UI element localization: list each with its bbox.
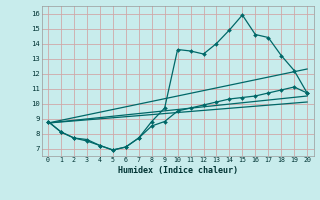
X-axis label: Humidex (Indice chaleur): Humidex (Indice chaleur) <box>118 166 237 175</box>
